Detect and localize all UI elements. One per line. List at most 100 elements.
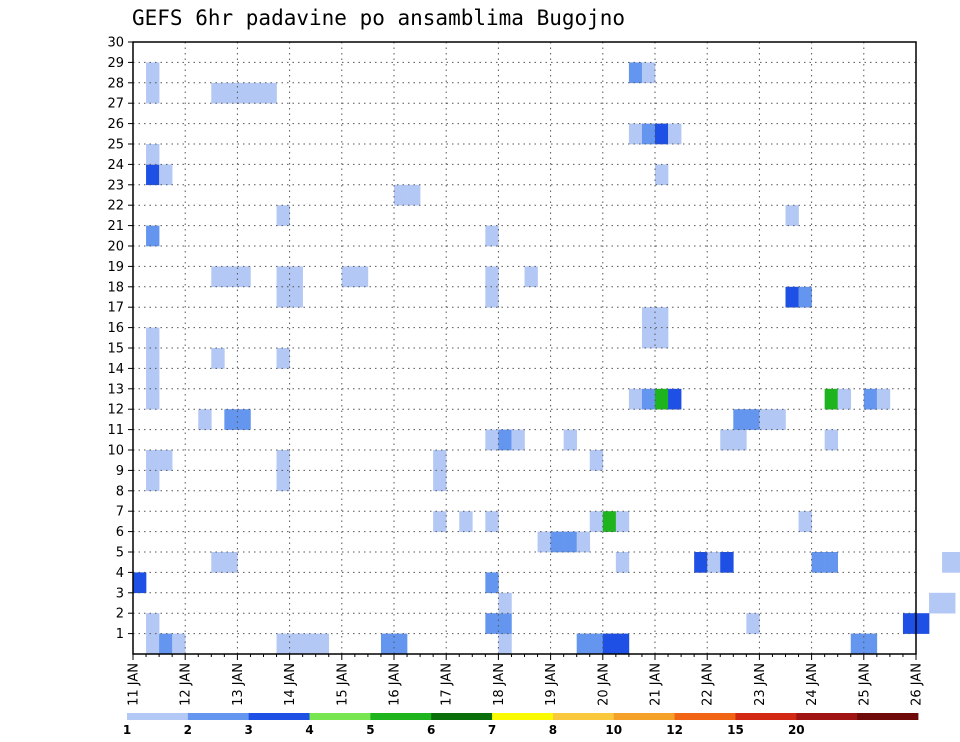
y-tick-label: 7 bbox=[116, 505, 124, 520]
heat-cell bbox=[863, 633, 878, 655]
heat-cell bbox=[276, 470, 290, 492]
heat-cell bbox=[485, 511, 499, 532]
legend-label: 15 bbox=[727, 723, 744, 737]
heat-cell bbox=[589, 511, 604, 532]
heat-cell bbox=[380, 633, 395, 655]
heat-cell bbox=[785, 286, 799, 308]
heat-cell bbox=[850, 633, 865, 655]
heat-cell bbox=[824, 552, 838, 573]
x-tick-label: 20 JAN bbox=[596, 663, 611, 706]
heat-cell bbox=[863, 388, 878, 410]
heat-cell bbox=[146, 388, 160, 410]
y-tick-label: 20 bbox=[107, 240, 124, 255]
heat-cell bbox=[772, 409, 786, 430]
legend-swatch bbox=[309, 713, 371, 720]
heat-cell bbox=[615, 511, 630, 532]
x-tick-label: 23 JAN bbox=[753, 663, 768, 706]
heat-cell bbox=[289, 266, 303, 288]
heat-cell bbox=[720, 429, 734, 451]
x-tick-label: 19 JAN bbox=[544, 663, 559, 706]
heat-cell bbox=[589, 450, 604, 471]
y-tick-label: 17 bbox=[107, 301, 124, 316]
heat-cell bbox=[694, 552, 708, 573]
y-tick-label: 4 bbox=[116, 566, 124, 581]
heat-cell bbox=[341, 266, 356, 288]
heat-cell bbox=[276, 286, 290, 308]
heat-cell bbox=[146, 144, 160, 165]
y-tick-label: 9 bbox=[116, 464, 124, 479]
y-tick-label: 26 bbox=[107, 117, 124, 132]
heat-cell bbox=[550, 531, 564, 553]
heat-cell bbox=[224, 82, 238, 104]
y-tick-label: 14 bbox=[107, 362, 124, 377]
heat-cell bbox=[485, 572, 499, 594]
heat-cell bbox=[146, 164, 160, 186]
heat-cell bbox=[655, 164, 669, 186]
heat-cell bbox=[433, 450, 447, 471]
y-tick-label: 11 bbox=[107, 423, 124, 438]
x-tick-label: 25 JAN bbox=[857, 663, 872, 706]
heat-cell bbox=[354, 266, 369, 288]
heat-cell bbox=[929, 592, 943, 614]
heat-cell bbox=[146, 613, 160, 634]
heat-cell bbox=[276, 348, 290, 369]
y-tick-label: 21 bbox=[107, 219, 124, 234]
heat-cell bbox=[224, 552, 238, 573]
heat-cell bbox=[146, 633, 160, 655]
x-tick-label: 14 JAN bbox=[283, 663, 298, 706]
heat-cell bbox=[537, 531, 551, 553]
legend-swatch bbox=[674, 713, 736, 720]
heat-cell bbox=[824, 388, 838, 410]
heat-cell bbox=[302, 633, 316, 655]
heat-cell bbox=[628, 388, 643, 410]
legend-swatch bbox=[127, 713, 189, 720]
legend-swatch bbox=[857, 713, 919, 720]
y-tick-label: 10 bbox=[107, 444, 124, 459]
heat-cell bbox=[237, 409, 251, 430]
heat-cell bbox=[602, 511, 617, 532]
legend-label: 1 bbox=[123, 723, 131, 737]
heat-cell bbox=[289, 286, 303, 308]
grid-layer bbox=[133, 42, 916, 654]
y-tick-label: 25 bbox=[107, 138, 124, 153]
y-tick-label: 1 bbox=[116, 627, 124, 642]
heat-cell bbox=[237, 266, 251, 288]
heat-cell bbox=[798, 286, 812, 308]
heat-cell bbox=[942, 552, 956, 573]
heat-cell bbox=[146, 470, 160, 492]
y-tick-label: 28 bbox=[107, 76, 124, 91]
x-tick-label: 11 JAN bbox=[127, 663, 142, 706]
heat-cell bbox=[394, 633, 408, 655]
heat-cell bbox=[485, 225, 499, 247]
legend-swatch bbox=[796, 713, 858, 720]
heat-cell bbox=[485, 266, 499, 288]
heat-cell bbox=[146, 82, 160, 104]
legend-label: 7 bbox=[488, 723, 496, 737]
y-tick-label: 18 bbox=[107, 280, 124, 295]
legend-label: 2 bbox=[184, 723, 192, 737]
heat-cell bbox=[798, 511, 812, 532]
x-tick-label: 13 JAN bbox=[231, 663, 246, 706]
heat-cell bbox=[746, 409, 760, 430]
legend-label: 20 bbox=[788, 723, 805, 737]
heat-cell bbox=[498, 633, 512, 655]
heat-cell bbox=[459, 511, 473, 532]
heat-cell bbox=[146, 450, 160, 471]
heat-cell bbox=[394, 184, 408, 206]
x-tick-label: 22 JAN bbox=[701, 663, 716, 706]
x-tick-label: 21 JAN bbox=[649, 663, 664, 706]
chart-title: GEFS 6hr padavine po ansamblima Bugojno bbox=[132, 6, 626, 30]
heat-cell bbox=[289, 633, 303, 655]
heat-cell bbox=[837, 388, 852, 410]
y-tick-label: 13 bbox=[107, 382, 124, 397]
heat-cell bbox=[172, 633, 186, 655]
heat-cell bbox=[276, 633, 290, 655]
heat-cell bbox=[876, 388, 891, 410]
heat-cell bbox=[628, 62, 643, 84]
heat-cell bbox=[589, 633, 604, 655]
heat-cell bbox=[511, 429, 525, 451]
x-tick-label: 12 JAN bbox=[179, 663, 194, 706]
x-tick-label: 18 JAN bbox=[492, 663, 507, 706]
heat-cell bbox=[146, 368, 160, 390]
heat-cell bbox=[641, 307, 656, 328]
